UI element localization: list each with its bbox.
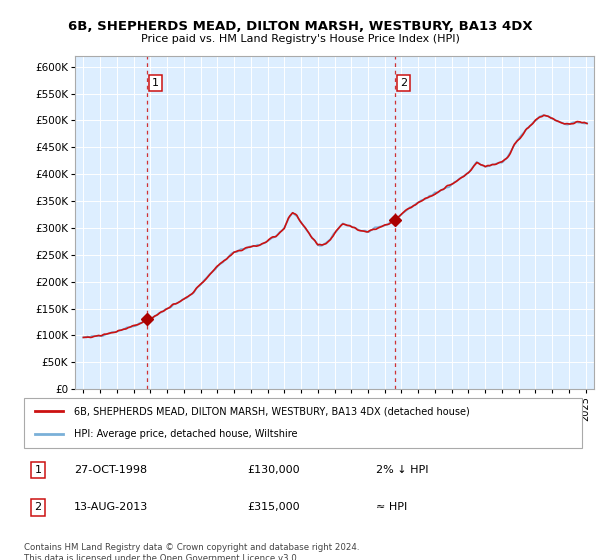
Text: 13-AUG-2013: 13-AUG-2013 (74, 502, 148, 512)
Text: 2: 2 (400, 78, 407, 88)
Text: ≈ HPI: ≈ HPI (376, 502, 407, 512)
Text: 1: 1 (152, 78, 159, 88)
Text: £315,000: £315,000 (247, 502, 300, 512)
Text: 1: 1 (34, 465, 41, 475)
Text: 2: 2 (34, 502, 41, 512)
Text: Contains HM Land Registry data © Crown copyright and database right 2024.
This d: Contains HM Land Registry data © Crown c… (24, 543, 359, 560)
Text: Price paid vs. HM Land Registry's House Price Index (HPI): Price paid vs. HM Land Registry's House … (140, 34, 460, 44)
Text: 2% ↓ HPI: 2% ↓ HPI (376, 465, 428, 475)
Text: HPI: Average price, detached house, Wiltshire: HPI: Average price, detached house, Wilt… (74, 430, 298, 440)
Text: 27-OCT-1998: 27-OCT-1998 (74, 465, 148, 475)
FancyBboxPatch shape (24, 398, 582, 448)
Text: £130,000: £130,000 (247, 465, 300, 475)
Text: 6B, SHEPHERDS MEAD, DILTON MARSH, WESTBURY, BA13 4DX (detached house): 6B, SHEPHERDS MEAD, DILTON MARSH, WESTBU… (74, 406, 470, 416)
Text: 6B, SHEPHERDS MEAD, DILTON MARSH, WESTBURY, BA13 4DX: 6B, SHEPHERDS MEAD, DILTON MARSH, WESTBU… (68, 20, 532, 32)
